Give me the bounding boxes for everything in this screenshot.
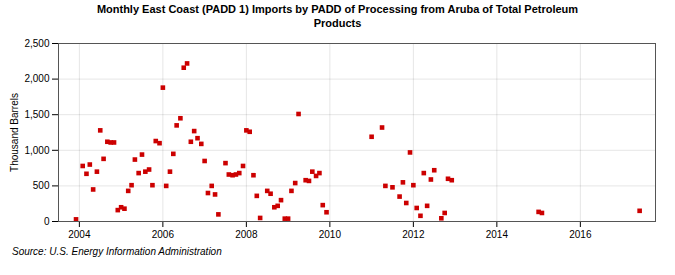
svg-text:Thousand Barrels: Thousand Barrels [9,93,20,172]
svg-text:1,000: 1,000 [24,144,49,155]
html-text:Source: U.S. Energy Informatio: Source: U.S. Energy Information Administ… [12,245,222,257]
svg-text:2006: 2006 [152,228,175,239]
svg-text:2010: 2010 [319,228,342,239]
svg-text:0: 0 [44,215,50,226]
svg-text:2016: 2016 [569,228,592,239]
html-text:Monthly East Coast (PADD 1) Im: Monthly East Coast (PADD 1) Imports by P… [96,3,579,29]
svg-text:2,500: 2,500 [24,37,49,48]
svg-text:2012: 2012 [402,228,425,239]
svg-text:2004: 2004 [68,228,91,239]
svg-text:2008: 2008 [235,228,258,239]
svg-text:2,000: 2,000 [24,73,49,84]
svg-text:500: 500 [33,180,50,191]
svg-text:1,500: 1,500 [24,108,49,119]
svg-text:2014: 2014 [486,228,509,239]
